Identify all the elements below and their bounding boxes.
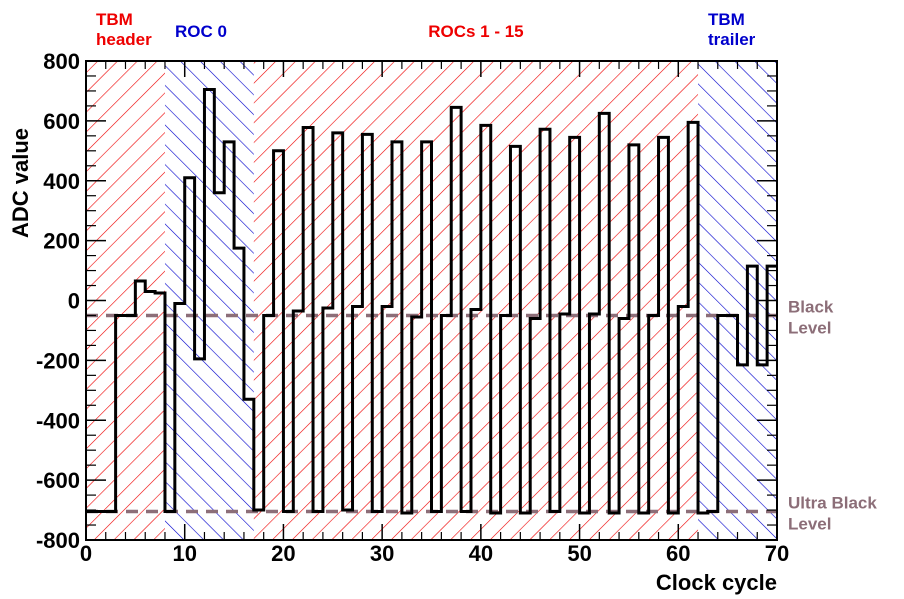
- reference-label-1-1: Level: [788, 515, 831, 534]
- reference-label-1-0: Ultra Black: [788, 494, 877, 513]
- y-axis-label: ADC value: [8, 128, 33, 238]
- region-band-2: [253, 61, 699, 540]
- signal-series: [86, 87, 777, 515]
- x-tick-label: 70: [765, 541, 789, 566]
- y-tick-label: -400: [36, 408, 80, 433]
- reference-label-0-1: Level: [788, 318, 831, 337]
- x-tick-label: 50: [567, 541, 591, 566]
- y-tick-label: 800: [43, 49, 80, 74]
- region-label-1-0: ROC 0: [175, 22, 227, 41]
- y-tick-label: 200: [43, 229, 80, 254]
- reference-label-0-0: Black: [788, 297, 834, 316]
- region-label-3-0: TBM: [708, 10, 745, 29]
- y-tick-label: 0: [68, 289, 80, 314]
- y-tick-label: -600: [36, 468, 80, 493]
- x-tick-label: 0: [80, 541, 92, 566]
- x-axis-label: Clock cycle: [656, 570, 777, 595]
- region-label-0-0: TBM: [96, 10, 133, 29]
- series-line-0: [86, 87, 777, 515]
- axis-ticks: [85, 60, 778, 541]
- x-tick-label: 20: [271, 541, 295, 566]
- y-tick-label: -800: [36, 528, 80, 553]
- region-label-0-1: header: [96, 30, 152, 49]
- x-tick-label: 30: [370, 541, 394, 566]
- y-tick-label: -200: [36, 348, 80, 373]
- region-label-2-0: ROCs 1 - 15: [428, 22, 523, 41]
- x-tick-label: 60: [666, 541, 690, 566]
- x-tick-label: 40: [469, 541, 493, 566]
- region-band-1: [164, 61, 254, 540]
- region-label-3-1: trailer: [708, 30, 756, 49]
- x-tick-label: 10: [172, 541, 196, 566]
- y-tick-label: 600: [43, 109, 80, 134]
- y-tick-label: 400: [43, 169, 80, 194]
- region-bands: [86, 61, 777, 540]
